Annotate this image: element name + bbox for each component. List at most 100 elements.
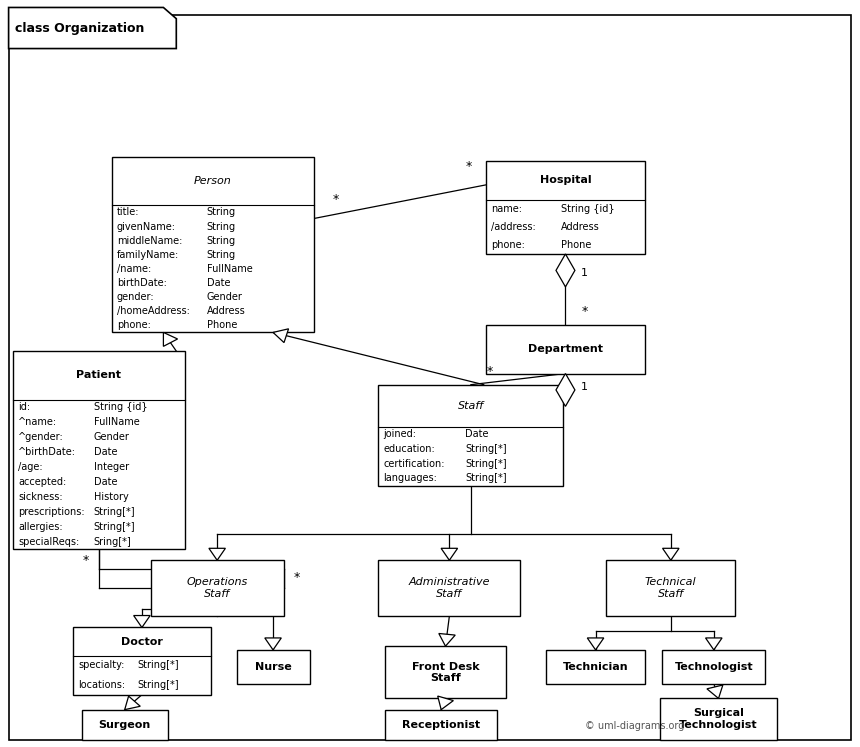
- Text: String: String: [206, 208, 236, 217]
- Text: Phone: Phone: [206, 320, 237, 330]
- Text: Surgical
Technologist: Surgical Technologist: [679, 708, 758, 730]
- Text: Doctor: Doctor: [121, 636, 163, 647]
- Polygon shape: [9, 7, 176, 49]
- FancyBboxPatch shape: [112, 157, 314, 332]
- Text: String[*]: String[*]: [94, 521, 135, 532]
- Text: phone:: phone:: [491, 240, 525, 250]
- Text: /address:: /address:: [491, 222, 536, 232]
- Text: prescriptions:: prescriptions:: [18, 506, 84, 517]
- Text: String: String: [206, 236, 236, 246]
- Text: Address: Address: [561, 222, 599, 232]
- Text: phone:: phone:: [117, 320, 150, 330]
- Text: Receptionist: Receptionist: [402, 719, 480, 730]
- FancyBboxPatch shape: [385, 646, 506, 698]
- Text: ^name:: ^name:: [18, 417, 57, 427]
- Text: String {id}: String {id}: [94, 402, 147, 412]
- Text: birthDate:: birthDate:: [117, 278, 167, 288]
- Text: allergies:: allergies:: [18, 521, 63, 532]
- Text: specialty:: specialty:: [78, 660, 125, 671]
- Text: familyName:: familyName:: [117, 249, 179, 260]
- FancyBboxPatch shape: [237, 650, 310, 684]
- Text: String[*]: String[*]: [465, 459, 507, 468]
- Polygon shape: [662, 548, 679, 560]
- Text: Patient: Patient: [77, 371, 121, 380]
- Text: title:: title:: [117, 208, 139, 217]
- FancyBboxPatch shape: [13, 351, 185, 549]
- FancyBboxPatch shape: [378, 385, 563, 486]
- FancyBboxPatch shape: [73, 627, 211, 695]
- Text: Address: Address: [206, 306, 246, 316]
- Text: *: *: [465, 160, 472, 173]
- Polygon shape: [209, 548, 225, 560]
- Text: *: *: [581, 305, 587, 318]
- Text: String[*]: String[*]: [138, 660, 180, 671]
- Polygon shape: [587, 638, 604, 650]
- Text: joined:: joined:: [384, 430, 416, 439]
- Text: 1: 1: [580, 267, 588, 278]
- Polygon shape: [265, 638, 281, 650]
- Polygon shape: [707, 685, 723, 698]
- Text: Front Desk
Staff: Front Desk Staff: [412, 662, 479, 683]
- FancyBboxPatch shape: [150, 560, 284, 616]
- FancyBboxPatch shape: [385, 710, 497, 740]
- Text: FullName: FullName: [94, 417, 139, 427]
- Polygon shape: [556, 254, 574, 287]
- Polygon shape: [163, 332, 177, 347]
- Text: languages:: languages:: [384, 474, 438, 483]
- Text: Hospital: Hospital: [539, 176, 592, 185]
- Text: *: *: [487, 365, 493, 378]
- FancyBboxPatch shape: [660, 698, 777, 740]
- Text: *: *: [83, 554, 89, 567]
- Text: String: String: [206, 249, 236, 260]
- Text: Technician: Technician: [562, 662, 629, 672]
- Text: String {id}: String {id}: [561, 204, 614, 214]
- FancyBboxPatch shape: [378, 560, 520, 616]
- FancyBboxPatch shape: [662, 650, 765, 684]
- Text: /age:: /age:: [18, 462, 43, 472]
- Text: class Organization: class Organization: [15, 22, 144, 34]
- Text: *: *: [293, 571, 300, 583]
- Text: FullName: FullName: [206, 264, 253, 274]
- Text: Date: Date: [465, 430, 488, 439]
- Text: middleName:: middleName:: [117, 236, 182, 246]
- Text: Administrative
Staff: Administrative Staff: [408, 577, 490, 599]
- Text: Staff: Staff: [458, 401, 484, 411]
- Text: Gender: Gender: [94, 432, 130, 442]
- Text: sickness:: sickness:: [18, 492, 63, 502]
- Text: String: String: [206, 222, 236, 232]
- Text: Date: Date: [206, 278, 230, 288]
- Text: Phone: Phone: [561, 240, 591, 250]
- Text: Sring[*]: Sring[*]: [94, 536, 132, 547]
- Text: © uml-diagrams.org: © uml-diagrams.org: [585, 721, 685, 731]
- Text: id:: id:: [18, 402, 30, 412]
- Text: History: History: [94, 492, 128, 502]
- Text: locations:: locations:: [78, 680, 126, 690]
- Text: certification:: certification:: [384, 459, 445, 468]
- Text: *: *: [332, 193, 339, 206]
- Text: givenName:: givenName:: [117, 222, 176, 232]
- Text: ^birthDate:: ^birthDate:: [18, 447, 76, 457]
- Text: Department: Department: [528, 344, 603, 354]
- Polygon shape: [439, 633, 455, 646]
- Text: specialReqs:: specialReqs:: [18, 536, 79, 547]
- Text: gender:: gender:: [117, 292, 155, 302]
- FancyBboxPatch shape: [486, 325, 645, 374]
- Text: name:: name:: [491, 204, 522, 214]
- FancyBboxPatch shape: [546, 650, 645, 684]
- Text: Technologist: Technologist: [674, 662, 753, 672]
- Polygon shape: [556, 374, 574, 406]
- Polygon shape: [133, 616, 150, 627]
- Text: String[*]: String[*]: [465, 444, 507, 454]
- Text: accepted:: accepted:: [18, 477, 66, 487]
- Text: Surgeon: Surgeon: [99, 719, 150, 730]
- Polygon shape: [705, 638, 722, 650]
- Text: Operations
Staff: Operations Staff: [187, 577, 248, 599]
- Text: Nurse: Nurse: [255, 662, 292, 672]
- FancyBboxPatch shape: [486, 161, 645, 254]
- Text: Integer: Integer: [94, 462, 129, 472]
- Text: /homeAddress:: /homeAddress:: [117, 306, 190, 316]
- Text: Date: Date: [94, 447, 117, 457]
- Text: String[*]: String[*]: [94, 506, 135, 517]
- Text: String[*]: String[*]: [465, 474, 507, 483]
- Text: Person: Person: [194, 176, 231, 186]
